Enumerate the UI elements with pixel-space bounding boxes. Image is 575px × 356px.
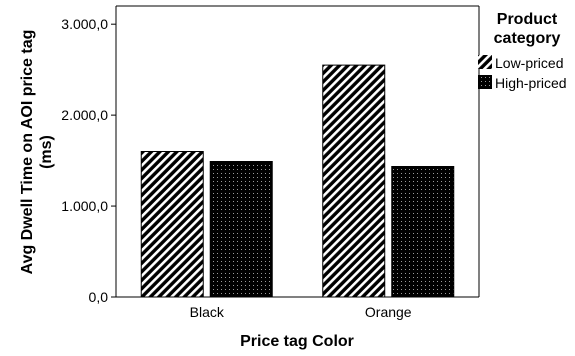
x-tick-label: Orange bbox=[365, 304, 412, 320]
bar-orange-low-priced bbox=[322, 64, 386, 298]
bar-orange-high-priced bbox=[391, 166, 455, 298]
bars bbox=[140, 64, 455, 298]
bar-black-high-priced bbox=[209, 161, 273, 298]
legend: Product category Low-priced High-priced bbox=[478, 11, 567, 91]
y-tick-label: 3.000,0 bbox=[61, 16, 108, 32]
legend-title-line1: Product bbox=[497, 11, 558, 28]
legend-label-low-priced: Low-priced bbox=[495, 55, 563, 71]
y-ticks: 0,0 1.000,0 2.000,0 3.000,0 bbox=[61, 16, 116, 305]
legend-label-high-priced: High-priced bbox=[495, 75, 567, 91]
y-tick-label: 1.000,0 bbox=[61, 198, 108, 214]
legend-title-line2: category bbox=[494, 30, 561, 47]
y-tick-label: 0,0 bbox=[89, 289, 109, 305]
legend-swatch-low-priced bbox=[478, 55, 492, 69]
x-tick-label: Black bbox=[190, 304, 225, 320]
y-axis-title-line1: Avg Dwell Time on AOI price tag bbox=[19, 30, 36, 275]
bar-black-low-priced bbox=[140, 151, 204, 298]
x-ticks: Black Orange bbox=[190, 304, 412, 320]
x-axis-title: Price tag Color bbox=[240, 333, 354, 350]
y-axis-title-line2: (ms) bbox=[38, 135, 55, 169]
legend-swatch-high-priced bbox=[478, 75, 492, 89]
y-axis-title: Avg Dwell Time on AOI price tag (ms) bbox=[19, 30, 55, 275]
y-tick-label: 2.000,0 bbox=[61, 107, 108, 123]
